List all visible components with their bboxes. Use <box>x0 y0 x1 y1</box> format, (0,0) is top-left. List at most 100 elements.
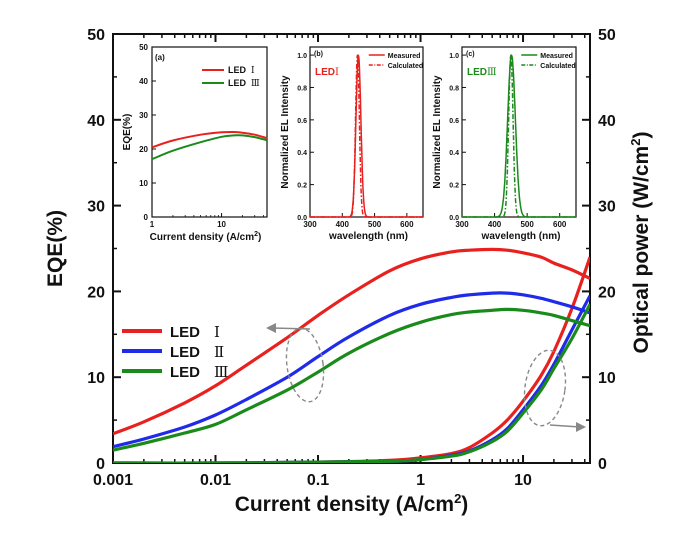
main-series-lines <box>113 247 590 463</box>
inset-b-x-tick-label: 400 <box>336 220 350 229</box>
x-tick-label: 1 <box>416 472 425 489</box>
legend-label-name: LED <box>170 344 200 361</box>
inset-a-series-line <box>151 130 268 149</box>
inset-b-legend-label: Measured <box>388 53 421 60</box>
eqe-series-line <box>113 291 590 449</box>
inset-c-x-tick-label: 500 <box>520 220 534 229</box>
y-right-tick-label: 30 <box>598 199 616 216</box>
y-left-tick-label: 50 <box>87 27 105 44</box>
inset-b-led-label: LEDⅠ <box>315 67 339 78</box>
eqe-axis-arrow <box>271 327 311 330</box>
inset-c-y-title: Normalized EL Intensity <box>432 75 443 189</box>
inset-b-y-title: Normalized EL Intensity <box>280 75 291 189</box>
inset-b-panel-label: (b) <box>314 51 323 58</box>
inset-c-x-tick-label: 600 <box>553 220 567 229</box>
inset-b-y-tick-label: 0.6 <box>297 118 307 125</box>
inset-c-x-tick-label: 400 <box>488 220 502 229</box>
inset-a-x-title-text: Current density (A/cm <box>150 232 255 243</box>
power-series-line <box>113 303 590 463</box>
x-tick-label: 0.001 <box>93 472 133 489</box>
x-tick-label: 10 <box>514 472 532 489</box>
inset-a-y-tick-label: 50 <box>139 43 148 52</box>
y-right-tick-label: 10 <box>598 370 616 387</box>
power-group-ellipse <box>523 349 567 427</box>
y-right-tick-label: 40 <box>598 113 616 130</box>
inset-b-series-line <box>310 54 423 218</box>
y-left-axis-title: EQE(%) <box>44 210 67 287</box>
inset-b-legend-label: Calculated <box>388 63 423 70</box>
inset-a-legend-suffix: Ⅲ <box>251 79 260 89</box>
legend-label-suffix: Ⅲ <box>214 363 228 381</box>
inset-b-x-title: wavelength (nm) <box>328 231 408 242</box>
inset-b-y-tick-label: 0.4 <box>297 150 307 157</box>
inset-a-x-title-sup: 2 <box>254 231 258 238</box>
inset-a-x-title: Current density (A/cm2) <box>150 231 262 243</box>
y-left-tick-label: 0 <box>96 456 105 473</box>
inset-c-led-label-name: LED <box>467 67 487 78</box>
inset-b-x-tick-label: 600 <box>400 220 414 229</box>
inset-c-y-tick-label: 0.8 <box>449 85 459 92</box>
inset-a-y-tick-label: 40 <box>139 77 148 86</box>
inset-a-x-tick-label: 1 <box>150 220 155 229</box>
legend-label-name: LED <box>170 364 200 381</box>
inset-a-legend-name: LED <box>228 65 247 75</box>
inset-a-legend-name: LED <box>228 78 247 88</box>
power-axis-arrow-head <box>576 422 586 432</box>
x-axis-title-sup: 2 <box>454 491 461 506</box>
inset-c-y-tick-label: 0.0 <box>449 215 459 222</box>
y-right-axis-title-sup: 2 <box>628 139 643 146</box>
inset-b-x-tick-label: 500 <box>368 220 382 229</box>
inset-b-y-tick-label: 1.0 <box>297 53 307 60</box>
y-right-tick-label: 20 <box>598 284 616 301</box>
inset-a-y-tick-label: 30 <box>139 111 148 120</box>
inset-c-legend-label: Measured <box>540 53 573 60</box>
legend-label-suffix: Ⅱ <box>214 343 224 361</box>
inset-c: 0.0 0.2 0.4 0.6 0.8 1.0 300 400 500 600 (c) wavelen… <box>432 46 577 242</box>
inset-a-x-tick-label: 10 <box>217 220 226 229</box>
inset-a-y-tick-label: 0 <box>144 213 149 222</box>
inset-a-y-title: EQE(%) <box>122 114 133 151</box>
inset-a-panel-label: (a) <box>155 53 165 62</box>
inset-b-x-tick-label: 300 <box>303 220 317 229</box>
y-left-tick-label: 40 <box>87 113 105 130</box>
main-legend: LED Ⅰ LED Ⅱ LED Ⅲ <box>122 323 228 381</box>
legend-label: LED Ⅰ <box>170 323 220 341</box>
inset-a-y-tick-label: 10 <box>139 179 148 188</box>
inset-c-led-label: LEDⅢ <box>467 67 497 78</box>
legend-label-name: LED <box>170 324 200 341</box>
inset-a-series-line <box>151 134 268 161</box>
inset-c-panel-label: (c) <box>466 51 475 58</box>
inset-a: 0 10 20 30 40 50 1 10 (a) Current density (A/cm2)… <box>122 43 268 243</box>
x-axis-title-end: ) <box>461 493 468 516</box>
legend-label-suffix: Ⅰ <box>214 323 220 341</box>
y-right-axis-title: Optical power (W/cm2) <box>628 132 653 354</box>
inset-a-legend-suffix: Ⅰ <box>251 66 255 76</box>
inset-a-legend-label: LED Ⅲ <box>228 78 260 89</box>
x-tick-label: 0.1 <box>307 472 329 489</box>
inset-b-led-label-suffix: Ⅰ <box>335 67 339 78</box>
inset-a-y-tick-label: 20 <box>139 145 148 154</box>
inset-b-frame <box>309 46 424 218</box>
x-tick-label: 0.01 <box>200 472 231 489</box>
inset-c-y-tick-label: 0.2 <box>449 183 459 190</box>
eqe-axis-arrow-head <box>266 323 276 333</box>
inset-b: 0.0 0.2 0.4 0.6 0.8 1.0 300 400 500 600 (b) wavelen… <box>280 46 424 242</box>
inset-c-legend-label: Calculated <box>540 63 575 70</box>
inset-c-x-title: wavelength (nm) <box>481 231 561 242</box>
inset-c-y-tick-label: 0.4 <box>449 150 459 157</box>
x-axis-title: Current density (A/cm2) <box>235 491 469 516</box>
inset-c-led-label-suffix: Ⅲ <box>487 67 497 78</box>
x-axis-title-text: Current density (A/cm <box>235 493 454 516</box>
y-left-tick-label: 30 <box>87 199 105 216</box>
y-left-tick-label: 20 <box>87 284 105 301</box>
inset-a-frame <box>151 46 268 218</box>
y-right-tick-label: 50 <box>598 27 616 44</box>
inset-c-y-tick-label: 1.0 <box>449 53 459 60</box>
inset-b-y-tick-label: 0.0 <box>297 215 307 222</box>
eqe-series-line <box>113 307 590 452</box>
inset-c-x-tick-label: 300 <box>455 220 469 229</box>
legend-label: LED Ⅲ <box>170 363 228 381</box>
inset-b-y-tick-label: 0.2 <box>297 183 307 190</box>
y-right-tick-label: 0 <box>598 456 607 473</box>
